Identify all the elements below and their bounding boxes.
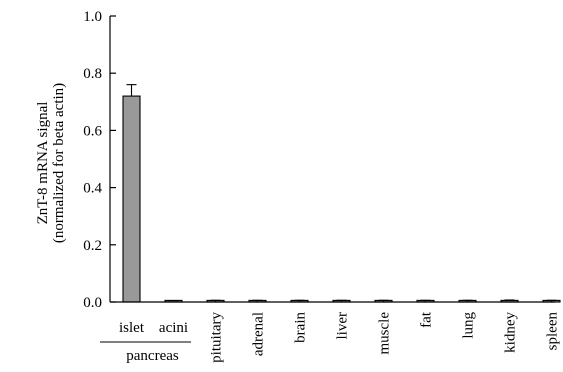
pancreas-group: pancreas: [100, 341, 191, 364]
x-label-liver: liver: [335, 312, 351, 340]
y-tick-label: 0.0: [83, 295, 102, 311]
x-label-adrenal: adrenal: [251, 312, 267, 356]
x-axis: islet acini pituitary adrenal brain liver musc…: [110, 301, 561, 363]
y-axis-title-line-1: ZnT-8 mRNA signal: [35, 102, 51, 225]
y-tick-label: 0.6: [83, 123, 102, 139]
y-tick-label: 0.8: [83, 66, 102, 82]
y-tick-label: 0.2: [83, 238, 102, 254]
x-label-lung: lung: [461, 312, 477, 339]
pancreas-group-label: pancreas: [126, 348, 179, 364]
bars: [122, 84, 561, 303]
x-label-muscle: muscle: [377, 312, 393, 355]
x-label-kidney: kidney: [503, 312, 519, 353]
x-label-spleen: spleen: [545, 312, 561, 351]
y-axis-title: ZnT-8 mRNA signal (normalized for beta a…: [35, 83, 67, 243]
x-label-islet: islet: [119, 320, 145, 336]
x-label-brain: brain: [293, 312, 309, 343]
y-tick-label: 1.0: [83, 9, 102, 25]
y-axis: 0.0 0.2 0.4 0.6 0.8 1.0: [83, 9, 116, 311]
x-label-fat: fat: [419, 311, 435, 328]
y-axis-title-line-2: (normalized for beta actin): [51, 83, 67, 243]
bar-islet: [122, 95, 141, 303]
x-label-pituitary: pituitary: [209, 312, 225, 363]
y-tick-label: 0.4: [83, 181, 102, 197]
x-label-acini: acini: [159, 320, 188, 336]
